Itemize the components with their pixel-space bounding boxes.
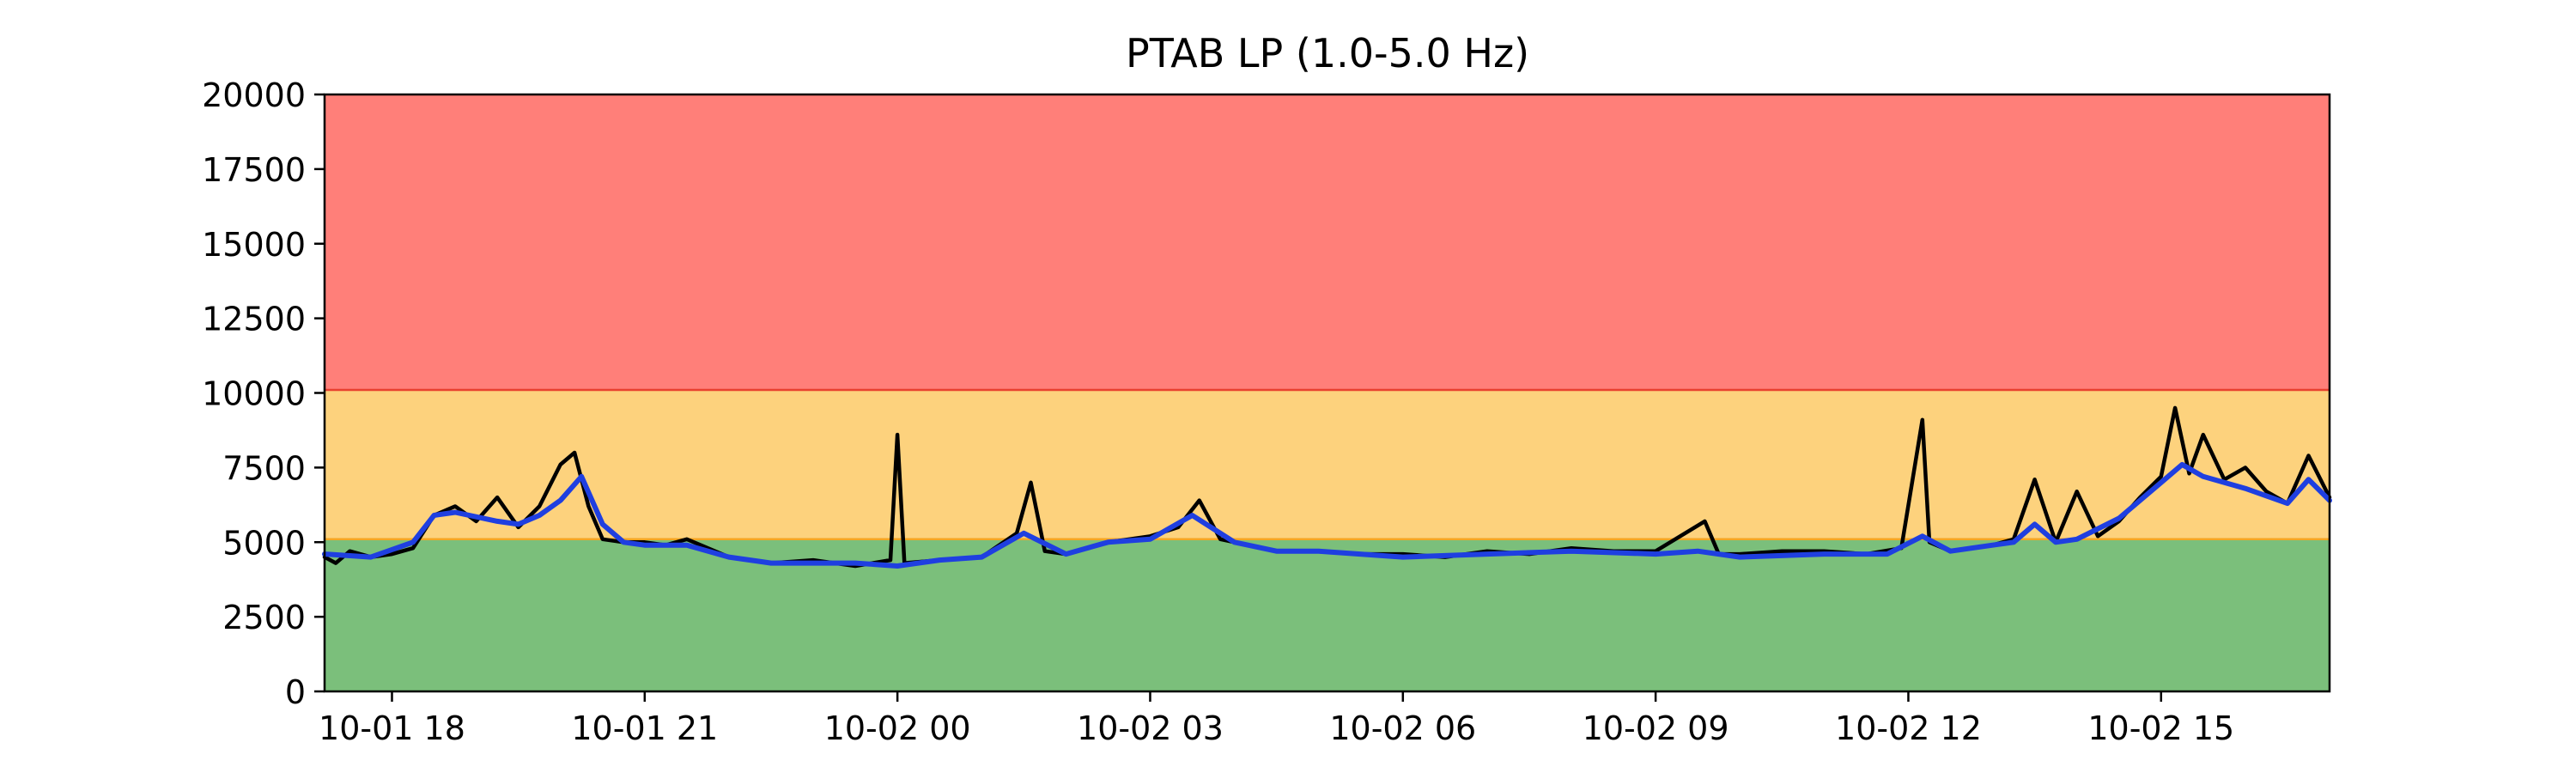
y-tick-label: 2500 — [222, 599, 306, 636]
series-line-1 — [322, 461, 2332, 569]
y-tick-label: 7500 — [222, 449, 306, 487]
series-layer — [322, 405, 2332, 569]
band-0 — [325, 539, 2330, 691]
x-tick-label: 10-02 09 — [1583, 709, 1729, 747]
y-tick-label: 12500 — [202, 301, 306, 338]
x-tick-label: 10-02 00 — [824, 709, 971, 747]
plot-area — [322, 93, 2332, 693]
chart-title: PTAB LP (1.0-5.0 Hz) — [1126, 30, 1529, 76]
y-tick-label: 0 — [285, 673, 306, 711]
threshold-bands — [325, 94, 2330, 691]
x-tick-label: 10-02 03 — [1077, 709, 1224, 747]
y-tick-label: 20000 — [202, 76, 306, 114]
threshold-lines — [325, 388, 2330, 541]
x-tick-label: 10-01 21 — [571, 709, 718, 747]
y-tick-label: 5000 — [222, 524, 306, 562]
band-2 — [325, 94, 2330, 391]
y-tick-label: 15000 — [202, 226, 306, 264]
x-axis: 10-01 18 10-01 21 10-02 00 10-02 03 10-02 06… — [319, 691, 2234, 747]
x-tick-label: 10-02 15 — [2087, 709, 2234, 747]
y-tick-label: 10000 — [202, 375, 306, 413]
band-1 — [325, 390, 2330, 539]
y-axis: 0 2500 5000 7500 10000 12500 15000 17500 20000 — [202, 76, 325, 711]
y-tick-label: 17500 — [202, 151, 306, 189]
x-tick-label: 10-02 12 — [1835, 709, 1982, 747]
x-tick-label: 10-01 18 — [319, 709, 465, 747]
x-tick-label: 10-02 06 — [1329, 709, 1476, 747]
